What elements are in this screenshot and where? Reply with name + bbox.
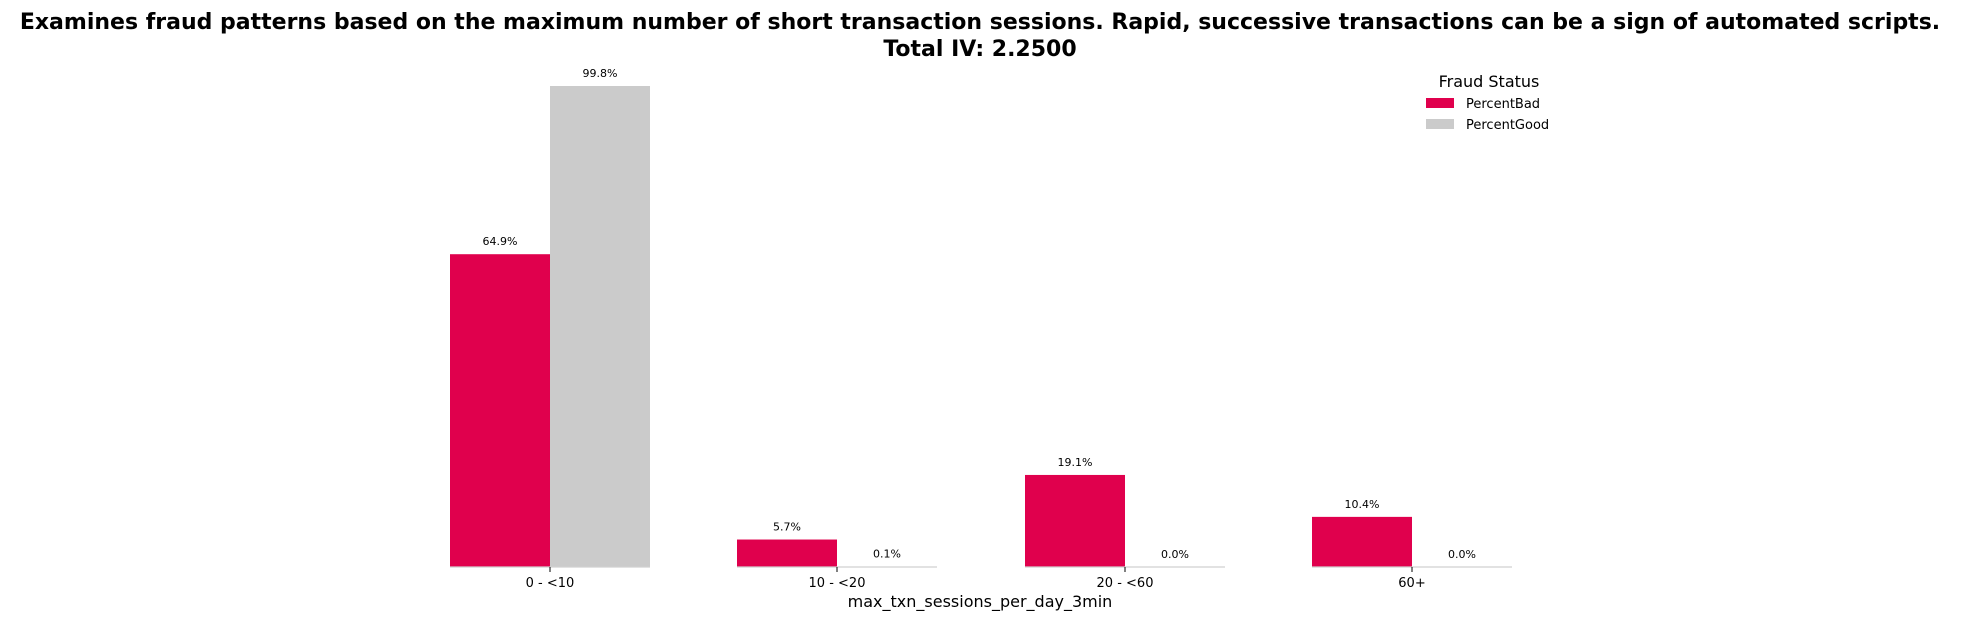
x-ticks-group: 0 - <10 10 - <20 20 - <60 60+ bbox=[526, 567, 1426, 591]
data-label-percentgood-2: 0.0% bbox=[1161, 548, 1189, 561]
x-axis-label: max_txn_sessions_per_day_3min bbox=[848, 592, 1113, 612]
bar-percentbad-1 bbox=[737, 539, 837, 567]
x-tick-label-1: 10 - <20 bbox=[809, 576, 866, 591]
bar-percentbad-2 bbox=[1025, 474, 1125, 567]
legend: Fraud Status PercentBad PercentGood bbox=[1426, 72, 1549, 133]
bar-percentgood-0 bbox=[550, 86, 650, 567]
bars-group: 64.9% 99.8% 5.7% 0.1% 19.1% 0.0% 10.4% 0.0% bbox=[450, 67, 1476, 567]
data-label-percentgood-0: 99.8% bbox=[583, 67, 618, 80]
data-label-percentgood-3: 0.0% bbox=[1448, 548, 1476, 561]
data-label-percentbad-1: 5.7% bbox=[773, 521, 801, 534]
bar-percentbad-0 bbox=[450, 254, 550, 567]
x-tick-label-2: 20 - <60 bbox=[1097, 576, 1154, 591]
data-label-percentbad-0: 64.9% bbox=[483, 235, 518, 248]
legend-label-percentgood: PercentGood bbox=[1466, 118, 1549, 133]
bar-percentbad-3 bbox=[1312, 516, 1412, 567]
data-label-percentgood-1: 0.1% bbox=[873, 548, 901, 561]
legend-swatch-percentbad bbox=[1426, 98, 1454, 108]
chart-subtitle: Total IV: 2.2500 bbox=[883, 37, 1076, 62]
x-tick-label-0: 0 - <10 bbox=[526, 576, 575, 591]
legend-title: Fraud Status bbox=[1439, 72, 1540, 91]
data-label-percentbad-3: 10.4% bbox=[1345, 498, 1380, 511]
data-label-percentbad-2: 19.1% bbox=[1058, 456, 1093, 469]
legend-label-percentbad: PercentBad bbox=[1466, 97, 1540, 112]
x-tick-label-3: 60+ bbox=[1398, 576, 1425, 591]
legend-swatch-percentgood bbox=[1426, 119, 1454, 129]
chart-title: Examines fraud patterns based on the max… bbox=[20, 10, 1940, 35]
